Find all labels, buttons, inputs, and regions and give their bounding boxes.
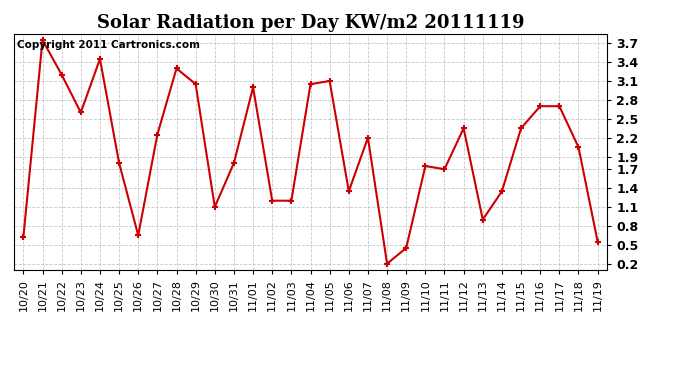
Title: Solar Radiation per Day KW/m2 20111119: Solar Radiation per Day KW/m2 20111119 [97,14,524,32]
Text: Copyright 2011 Cartronics.com: Copyright 2011 Cartronics.com [17,40,200,50]
